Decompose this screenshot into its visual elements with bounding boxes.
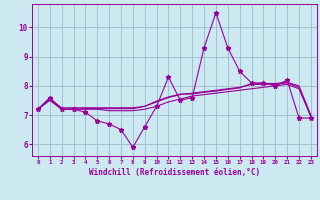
X-axis label: Windchill (Refroidissement éolien,°C): Windchill (Refroidissement éolien,°C): [89, 168, 260, 177]
